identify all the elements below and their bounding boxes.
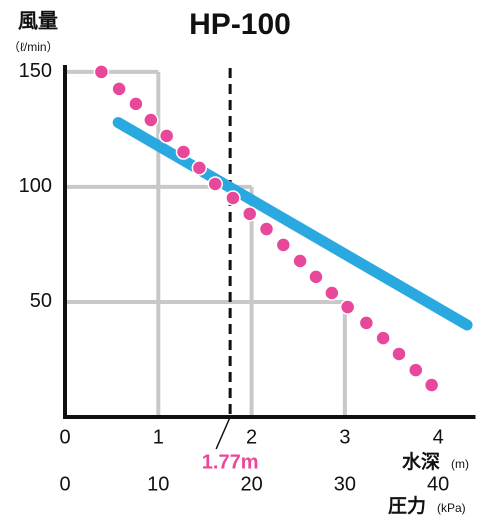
data-point: [128, 96, 144, 112]
x-axis-unit: (m): [451, 457, 469, 471]
x-tick-label: 3: [339, 426, 350, 448]
data-point: [258, 221, 275, 237]
data-point: [358, 315, 375, 331]
x2-axis-label: 圧力: [388, 494, 426, 517]
y-tick-label: 50: [30, 290, 52, 312]
data-point: [111, 81, 127, 97]
data-point: [93, 64, 110, 80]
x-tick-label: 4: [433, 426, 444, 448]
data-point: [391, 346, 407, 362]
reference-label: 1.77m: [202, 451, 259, 473]
data-point: [175, 144, 192, 160]
data-point: [423, 377, 440, 393]
data-point: [275, 237, 292, 253]
data-point: [308, 269, 324, 285]
data-point: [375, 330, 391, 346]
y-tick-label: 150: [19, 60, 52, 82]
chart-title: HP-100: [189, 8, 291, 41]
y-axis-unit: （ℓ/min）: [8, 40, 59, 54]
x2-tick-label: 30: [334, 473, 356, 495]
data-point: [292, 253, 308, 269]
reference-pointer: [215, 416, 231, 450]
data-point: [207, 176, 223, 192]
data-point: [241, 206, 258, 222]
x2-tick-label: 10: [147, 473, 169, 495]
x-tick-label: 1: [153, 426, 164, 448]
data-point: [408, 362, 424, 378]
x2-tick-label: 40: [427, 473, 449, 495]
data-point: [143, 112, 159, 128]
data-point: [324, 285, 340, 301]
data-point: [158, 128, 175, 144]
data-point: [225, 190, 241, 206]
x2-tick-label: 0: [59, 473, 70, 495]
y-axis-label: 風量: [18, 9, 58, 32]
x2-tick-label: 20: [240, 473, 262, 495]
line: [112, 117, 473, 331]
data-point: [339, 299, 356, 315]
x-axis-label: 水深: [402, 450, 440, 473]
x2-axis-unit: (kPa): [437, 501, 466, 515]
y-tick-label: 100: [19, 175, 52, 197]
x-tick-label: 2: [246, 426, 257, 448]
data-point: [191, 160, 208, 176]
x-tick-label: 0: [59, 426, 70, 448]
